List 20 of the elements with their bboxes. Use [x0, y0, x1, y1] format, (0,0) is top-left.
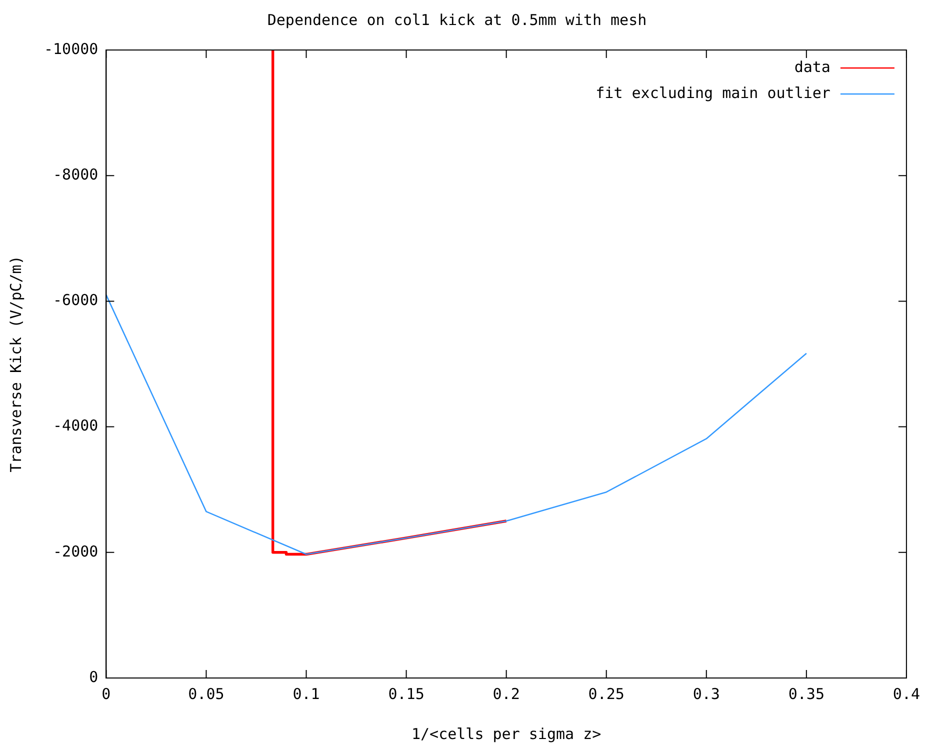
y-axis-title: Transverse Kick (V/pC/m) [6, 256, 25, 472]
x-tick-label: 0.35 [788, 684, 824, 703]
chart-title: Dependence on col1 kick at 0.5mm with mesh [267, 10, 647, 29]
x-tick-label: 0 [102, 684, 111, 703]
x-tick-label: 0.3 [692, 684, 720, 703]
y-tick-label: -10000 [44, 40, 98, 58]
y-tick-label: -4000 [53, 416, 98, 435]
x-tick-label: 0.1 [292, 684, 320, 703]
y-tick-label: -8000 [53, 165, 98, 184]
x-axis-title: 1/<cells per sigma z> [411, 724, 602, 743]
x-tick-label: 0.05 [188, 684, 224, 703]
x-tick-label: 0.4 [892, 684, 920, 703]
y-tick-label: -2000 [53, 542, 98, 560]
legend-label: fit excluding main outlier [596, 84, 830, 102]
y-tick-label: 0 [89, 668, 98, 686]
x-tick-label: 0.15 [388, 684, 424, 703]
legend-label: data [794, 58, 830, 76]
y-tick-label: -6000 [53, 291, 98, 310]
x-tick-label: 0.25 [588, 684, 624, 703]
x-tick-label: 0.2 [492, 684, 520, 703]
